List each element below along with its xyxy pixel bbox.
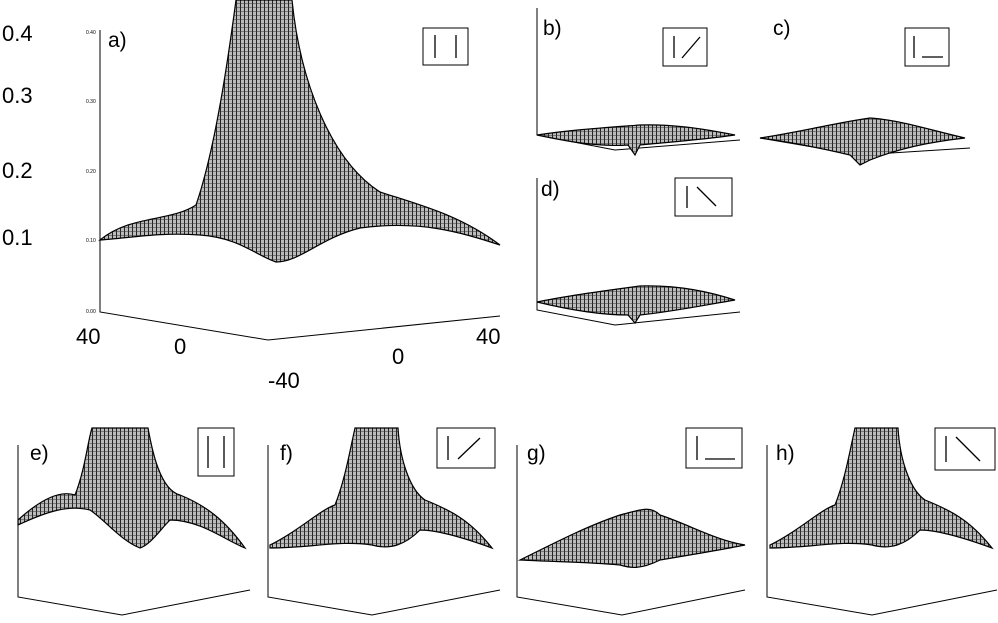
z-tick-small: 0.30 [86, 99, 96, 105]
panel-f: f) [268, 428, 500, 615]
panel-b: b) [537, 8, 740, 155]
z-tick: 0.1 [2, 225, 33, 250]
figure: 0.4 0.3 0.2 0.1 0.40 0.30 0.20 0.10 0.00… [0, 0, 998, 623]
panel-a: 0.4 0.3 0.2 0.1 0.40 0.30 0.20 0.10 0.00… [2, 0, 500, 393]
x-tick: 40 [76, 324, 100, 349]
icon-box [935, 428, 995, 470]
z-tick: 0.2 [2, 158, 33, 183]
panel-g: g) [517, 428, 745, 615]
panel-label: h) [776, 442, 795, 465]
icon-box [198, 428, 234, 476]
icon-box [663, 28, 707, 66]
panel-label: g) [527, 442, 546, 465]
y-tick: 40 [476, 324, 500, 349]
panel-label: f) [280, 442, 293, 465]
y-tick: 0 [392, 344, 404, 369]
surface [537, 286, 735, 323]
panel-e: e) [18, 428, 250, 615]
z-tick-small: 0.00 [86, 309, 96, 315]
surface [537, 125, 735, 155]
icon-box [905, 28, 949, 66]
panel-label: b) [543, 17, 562, 40]
icon-box [423, 28, 468, 65]
x-tick: 0 [174, 334, 186, 359]
icon-box [437, 428, 495, 468]
surface [760, 118, 965, 165]
panel-h: h) [767, 428, 997, 615]
panel-label: a) [108, 29, 127, 52]
z-tick: 0.3 [2, 83, 33, 108]
z-tick-small: 0.20 [86, 169, 96, 175]
panel-label: d) [541, 178, 560, 201]
surface [520, 509, 745, 567]
panel-label: e) [30, 442, 49, 465]
z-tick-small: 0.10 [86, 238, 96, 244]
icon-box [675, 178, 732, 216]
panel-label: c) [773, 17, 791, 40]
panel-c: c) [760, 17, 970, 165]
y-tick: -40 [268, 368, 300, 393]
icon-box [686, 428, 742, 468]
panel-d: d) [537, 178, 740, 325]
z-tick: 0.4 [2, 21, 33, 46]
z-tick-small: 0.40 [86, 30, 96, 36]
